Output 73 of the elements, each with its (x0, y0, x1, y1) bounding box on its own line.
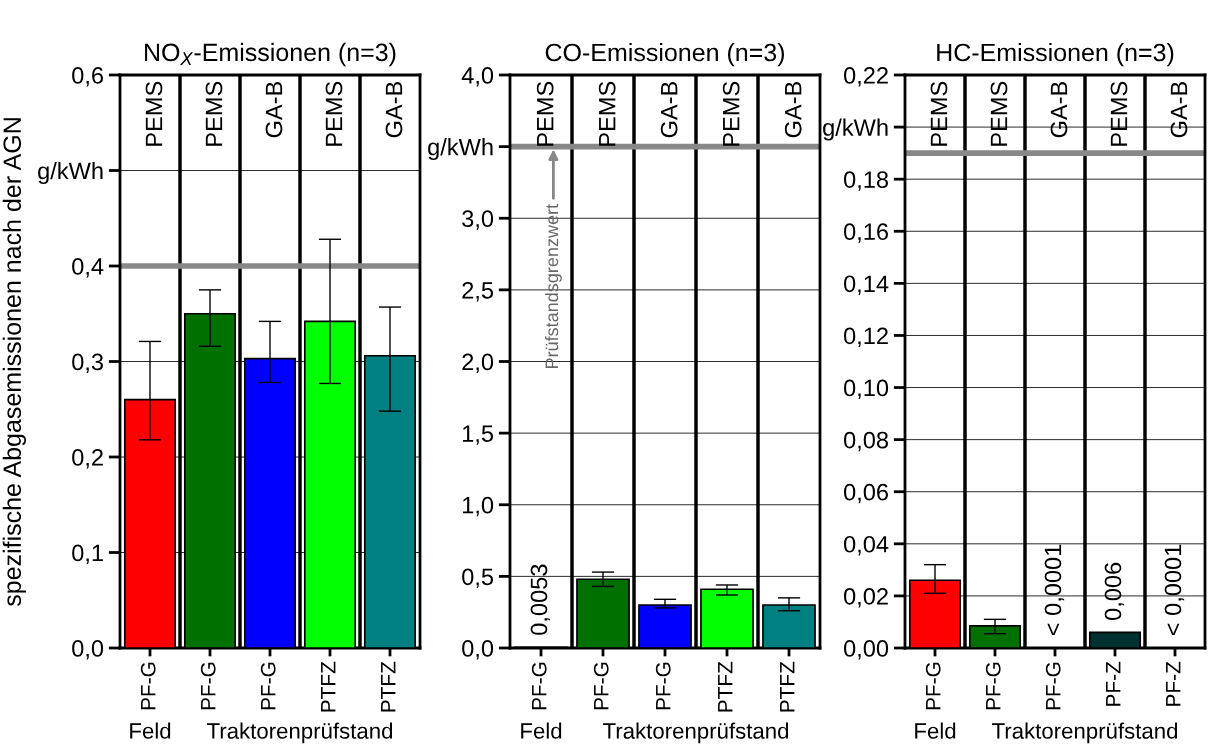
x-tick-label: PTFZ (780, 661, 795, 712)
chart-title: NO$_{X}$-Emissionen (n=3) (145, 42, 396, 67)
y-tick-label: 0,4 (72, 258, 104, 278)
data-label: < 0,0001 (1044, 544, 1065, 636)
y-tick-label: 0,00 (844, 640, 889, 660)
annotation: PEMS (598, 81, 616, 146)
y-tick-label: 0,04 (844, 535, 889, 556)
annotation: PEMS (536, 81, 554, 146)
annotation: PEMS (205, 81, 223, 146)
annotation: PEMS (930, 81, 948, 146)
text: Feld (521, 722, 562, 739)
y-tick-label: 0,06 (844, 483, 888, 504)
x-tick-label: PF-G (925, 662, 941, 710)
x-tick-label: PF-Z (1106, 661, 1121, 706)
y-tick-label: 0,18 (844, 171, 889, 191)
annotation: PEMS (990, 81, 1008, 146)
y-tick-label: 0,08 (844, 431, 889, 452)
y-tick-label: 0,10 (844, 379, 889, 400)
y-tick-label: 2,0 (462, 353, 494, 374)
text: Traktorenprüfstand (603, 722, 789, 744)
annotation: GA-B (784, 81, 802, 138)
data-label: 0,0053 (530, 564, 551, 635)
y-tick-label: 0,1 (72, 544, 103, 565)
y-tick-label: 0,0 (462, 640, 494, 660)
x-tick-label: PF-G (1045, 662, 1061, 710)
x-tick-label: PF-G (985, 662, 1001, 710)
y-tick-label: g/kWh (428, 138, 493, 161)
y-tick-label: 1,0 (463, 496, 494, 517)
y-tick-label: g/kWh (823, 118, 888, 141)
y-tick-label: g/kWh (38, 161, 103, 184)
x-tick-label: PF-G (531, 662, 547, 710)
annotation: PEMS (325, 81, 343, 146)
data-label: < 0,0001 (1164, 544, 1185, 636)
data-label: 0,006 (1104, 562, 1125, 620)
y-tick-label: 2,5 (462, 281, 494, 302)
annotation: PEMS (722, 81, 740, 146)
annotation: GA-B (660, 81, 678, 138)
y-tick-label: 0,2 (72, 449, 103, 469)
y-axis-title: spezifische Abgasemissionen nach der AGN (2, 118, 26, 607)
text: Traktorenprüfstand (207, 722, 393, 744)
x-tick-label: PF-G (655, 662, 671, 710)
annotation: GA-B (265, 81, 283, 138)
y-tick-label: 1,5 (463, 425, 494, 445)
x-tick-label: PTFZ (381, 661, 396, 712)
y-tick-label: 0,5 (462, 568, 494, 588)
text: Feld (915, 722, 956, 739)
x-tick-label: PF-G (140, 662, 156, 710)
x-tick-label: PF-Z (1166, 661, 1181, 706)
x-tick-label: PTFZ (321, 661, 336, 712)
x-tick-label: PF-G (260, 662, 276, 710)
y-tick-label: 3,0 (462, 210, 494, 230)
x-tick-label: PF-G (200, 662, 216, 710)
y-tick-label: 0,22 (844, 67, 888, 87)
text: Traktorenprüfstand (992, 722, 1178, 744)
y-tick-label: 0,0 (72, 640, 104, 660)
y-tick-label: 0,02 (844, 587, 888, 608)
chart-title: HC-Emissionen (n=3) (937, 42, 1174, 67)
y-tick-label: 0,14 (844, 275, 889, 295)
text: Feld (130, 722, 171, 739)
ref-line-label: Prüfstandsgrenzwert (544, 204, 562, 369)
chart-title: CO-Emissionen (n=3) (545, 42, 784, 67)
x-tick-label: PF-G (593, 662, 609, 710)
y-tick-label: 0,6 (72, 67, 103, 87)
y-tick-label: 0,16 (844, 223, 888, 243)
annotation: PEMS (145, 81, 163, 146)
y-tick-label: 4,0 (461, 67, 494, 87)
annotation: GA-B (1050, 81, 1068, 138)
y-tick-label: 0,3 (72, 353, 103, 374)
annotation: PEMS (1110, 81, 1128, 146)
annotation: GA-B (385, 81, 403, 138)
x-tick-label: PTFZ (718, 661, 733, 712)
y-tick-label: 0,12 (844, 327, 888, 348)
annotation: GA-B (1170, 81, 1188, 138)
